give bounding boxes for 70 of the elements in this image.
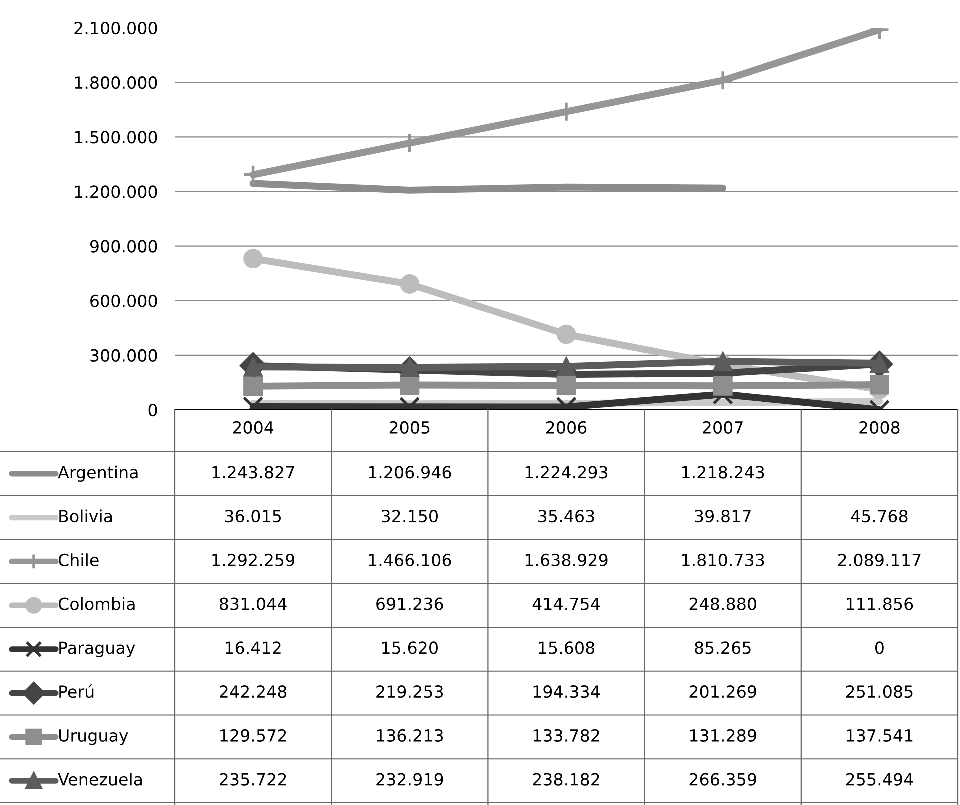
data-label: 831.044 [220,598,287,610]
data-label: 219.253 [376,686,444,698]
data-label: 35.463 [538,510,594,523]
data-label: 2.089.117 [838,554,921,567]
data-label: 136.213 [377,729,444,742]
data-label: 235.722 [220,773,286,786]
data-label: 45.768 [851,510,908,523]
y-tick-label: 1.200.000 [75,186,158,198]
point [713,376,733,396]
data-label: 691.236 [376,598,444,610]
y-tick-label: 300.000 [90,349,158,362]
legend-label: Bolivia [60,510,112,523]
y-tick-label: 1.500.000 [75,131,158,144]
x-tick-label: 2006 [546,421,587,434]
data-label: 131.289 [690,729,756,742]
data-label: 242.248 [220,686,287,698]
data-label: 1.243.827 [212,466,294,479]
data-label: 255.494 [846,773,914,786]
point [870,375,890,395]
legend-label: Uruguay [59,730,128,746]
point [244,376,264,396]
point [400,376,420,395]
data-label: 111.856 [847,598,914,610]
data-label: 1.638.929 [526,554,608,567]
data-label: 137.541 [847,729,913,742]
data-label: 251.085 [846,686,913,698]
x-tick-label: 2007 [703,421,743,434]
data-label: 39.817 [695,510,751,523]
data-label: 133.782 [534,729,600,742]
y-tick-label: 1.800.000 [75,76,158,90]
x-tick-label: 2005 [390,421,430,434]
y-tick-label: 600.000 [90,294,158,308]
y-tick-label: 2.100.000 [74,22,158,35]
point [400,274,420,294]
data-label: 85.265 [695,642,751,654]
point [556,324,576,344]
data-label: 194.334 [534,686,600,698]
data-label: 16.412 [226,642,281,654]
legend-label: Chile [58,554,99,567]
legend-label: Colombia [58,597,135,610]
data-label: 1.218.243 [682,466,764,479]
data-label: 414.754 [532,598,600,610]
data-label: 1.206.946 [369,466,452,479]
data-label: 238.182 [533,773,600,786]
legend-label: Paraguay [60,642,136,658]
x-tick-label: 2004 [233,421,274,434]
data-label: 266.359 [690,773,756,786]
legend-label: Argentina [58,466,138,482]
data-label: 232.919 [376,773,444,786]
data-label: 1.810.733 [682,554,764,567]
point [244,249,264,269]
data-label: 1.466.106 [369,554,452,567]
y-tick-label: 900.000 [90,240,158,253]
data-label: 0 [875,642,884,654]
data-label: 32.150 [382,510,438,523]
data-label: 201.269 [690,686,756,698]
data-label: 1.292.259 [212,554,295,567]
point [556,356,576,376]
data-label: 15.608 [539,642,595,654]
point [556,376,576,396]
data-label: 36.015 [225,510,282,523]
data-label: 1.224.293 [526,466,608,479]
y-tick-label: 0 [148,404,158,417]
legend-label: Perú [60,684,94,698]
legend-label: Venezuela [58,772,142,786]
data-label: 248.880 [690,598,756,610]
point [400,358,420,378]
data-label: 129.572 [220,729,286,742]
data-label: 15.620 [382,642,438,654]
x-tick-label: 2008 [860,421,900,434]
